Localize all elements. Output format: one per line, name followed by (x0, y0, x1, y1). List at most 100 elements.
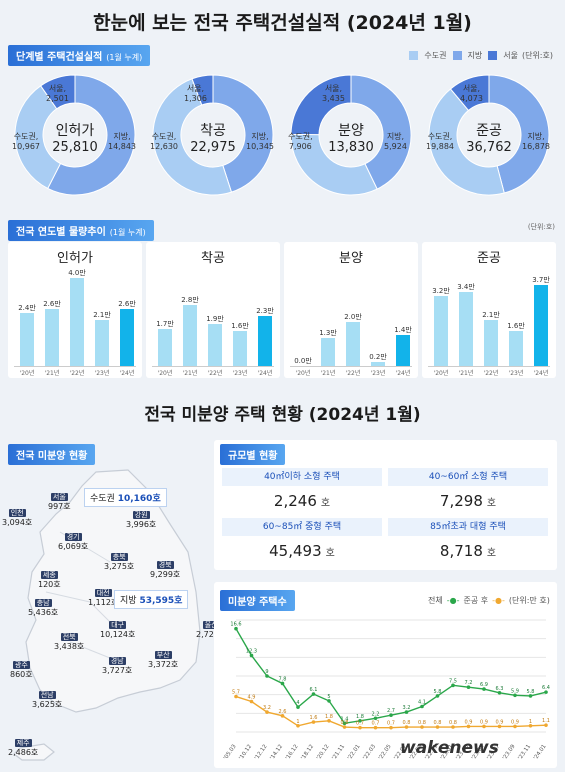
map-region-value: 997호 (48, 502, 71, 511)
bar-baseline (152, 366, 274, 367)
series-point (342, 721, 347, 726)
legend-total-mark: -●- (446, 596, 460, 605)
label-local-value: 16,878 (522, 142, 550, 151)
bar-category-label: '21년 (182, 370, 198, 377)
scale-value-row: 8,718 호 (388, 542, 548, 560)
label-capital-name: 수도권, (13, 132, 39, 141)
bar (158, 328, 172, 366)
x-tick-label: '24.01 (533, 744, 548, 762)
bar-value-label: 1.9만 (206, 315, 224, 324)
series-point (234, 694, 238, 699)
label-capital: 수도권, 10,967 (12, 132, 40, 152)
donut-total: 13,830 (328, 140, 374, 155)
label-local-value: 10,345 (246, 142, 274, 151)
bar-category-label: '21년 (458, 370, 474, 377)
point-label: 1 (296, 719, 299, 725)
bar-value-label: 0.0만 (294, 357, 312, 365)
bar-panel-3: 준공 3.2만 '20년 3.4만 '21년 2.1만 '22년 1.6만 '23년 3.7만 '2… (422, 242, 556, 378)
capital-label: 수도권 (90, 494, 115, 504)
point-label: 6.9 (480, 682, 488, 688)
bar-value-label: 3.2만 (432, 286, 450, 295)
map-region: 충남 5,436호 (28, 598, 58, 618)
watermark: wakenews (400, 738, 499, 758)
label-local-name: 지방, (113, 132, 131, 141)
bar-panel-2: 분양 0.0만 '20년 1.3만 '21년 2.0만 '22년 0.2만 '23년 1.4만 '2… (284, 242, 418, 378)
legend-item: 지방 (467, 51, 483, 60)
label-capital: 수도권, 19,884 (426, 132, 454, 152)
slice-local (212, 74, 274, 193)
point-label: 4.1 (418, 699, 426, 705)
point-label: 12.3 (246, 648, 257, 654)
series-point (296, 723, 300, 728)
donut-total: 22,975 (190, 140, 236, 155)
map-jeju (13, 743, 55, 761)
bar-category-label: '24년 (119, 370, 135, 377)
x-tick-label: '10.12 (238, 744, 253, 762)
map-region: 세종 120호 (38, 570, 61, 590)
label-seoul-name: 서울, (186, 84, 205, 93)
point-label: 0.8 (403, 720, 411, 726)
bar (534, 284, 548, 366)
x-tick-label: '20.12 (316, 744, 331, 762)
point-label: 7.8 (279, 676, 287, 682)
legend-done: 준공 후 (463, 596, 489, 605)
label-seoul: 서울, 1,306 (184, 84, 207, 104)
scale-cell: 85㎡초과 대형 주택 8,718 호 (388, 518, 548, 560)
series-point (513, 724, 517, 729)
bar-category-label: '22년 (345, 370, 361, 377)
legend-item: 서울 (503, 51, 518, 60)
point-label: 6.4 (542, 685, 550, 691)
label-seoul-value: 4,073 (460, 94, 483, 103)
series-point (389, 713, 393, 717)
map-region-value: 3,996호 (126, 520, 157, 529)
bar-value-label: 3.4만 (457, 282, 475, 291)
donut-3 (428, 74, 550, 196)
donut-center: 인허가 25,810 (45, 120, 105, 155)
legend-unit: (단위:만 호) (508, 596, 550, 605)
legend-done-mark: -●- (492, 596, 505, 605)
donut-2 (290, 74, 412, 196)
point-label: 1.6 (310, 715, 318, 721)
bar-category-label: '23년 (232, 370, 248, 377)
bar-baseline (14, 366, 136, 367)
capital-summary: 수도권 10,160호 (84, 488, 167, 507)
point-label: 0.7 (387, 721, 395, 727)
x-tick-label: '22.01 (347, 744, 362, 762)
series-point (435, 725, 440, 729)
map-region: 대전 1,112호 (88, 588, 118, 608)
series-point (358, 725, 362, 730)
trend-section-title: 전국 연도별 물량추이 (1월 누계) (8, 220, 154, 241)
point-label: 6.1 (310, 687, 318, 693)
x-tick-label: '18.12 (300, 744, 315, 762)
map-region-name: 충북 (110, 553, 128, 561)
slice-seoul (39, 74, 76, 110)
series-point (528, 694, 533, 698)
point-label: 5.8 (527, 689, 535, 695)
bar-category-label: '24년 (533, 370, 549, 377)
x-tick-label: '21.11 (331, 744, 346, 762)
label-seoul-value: 2,501 (46, 94, 69, 103)
bar-value-label: 1.7만 (156, 319, 174, 328)
bar (396, 335, 410, 366)
scale-label: 60~85㎡ 중형 주택 (222, 518, 382, 536)
bar-value-label: 1.4만 (394, 326, 412, 335)
point-label: 5 (327, 694, 330, 700)
series-point (482, 687, 486, 691)
x-tick-label: '22.03 (362, 743, 377, 761)
point-label: 7.2 (465, 680, 473, 686)
bar (183, 304, 197, 366)
donut-section-title: 단계별 주택건설실적 (1월 누계) (8, 45, 151, 66)
bar (321, 337, 335, 366)
scale-value: 8,718 (439, 542, 483, 560)
point-label: 1.8 (356, 714, 364, 720)
map-region: 대구 10,124호 (100, 620, 135, 640)
bar (208, 324, 222, 366)
series-point (544, 690, 548, 694)
point-label: 0.9 (511, 719, 519, 725)
bar-category-label: '21년 (320, 370, 336, 377)
series-point (466, 685, 471, 689)
label-local: 지방, 10,345 (246, 132, 274, 152)
series-point (373, 725, 378, 730)
series-point (311, 692, 316, 696)
page-title: 한눈에 보는 전국 주택건설실적 (2024년 1월) (93, 12, 472, 34)
